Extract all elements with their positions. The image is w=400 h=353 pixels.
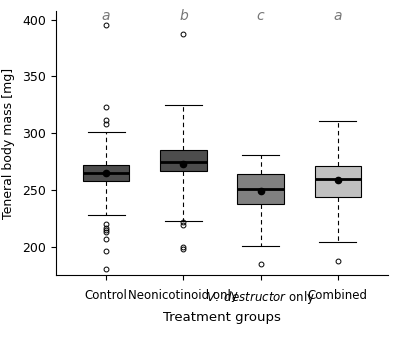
Bar — [83, 165, 129, 181]
Bar — [315, 166, 361, 197]
Bar — [160, 150, 206, 171]
Text: a: a — [334, 9, 342, 23]
Text: Control: Control — [85, 289, 128, 302]
Bar — [238, 174, 284, 204]
Y-axis label: Teneral body mass [mg]: Teneral body mass [mg] — [2, 67, 16, 219]
Text: Combined: Combined — [308, 289, 368, 302]
Text: Neonicotinoid only: Neonicotinoid only — [128, 289, 238, 302]
Text: a: a — [102, 9, 110, 23]
Text: b: b — [179, 9, 188, 23]
Text: c: c — [257, 9, 264, 23]
X-axis label: Treatment groups: Treatment groups — [163, 311, 281, 324]
Text: $\it{V.\ destructor}$ only: $\it{V.\ destructor}$ only — [206, 289, 315, 306]
